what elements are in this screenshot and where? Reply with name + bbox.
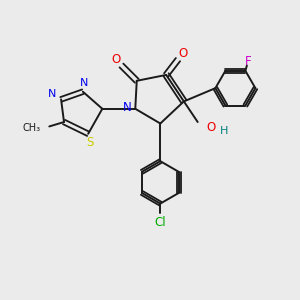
Text: O: O	[112, 52, 121, 65]
Text: N: N	[123, 101, 131, 114]
Text: N: N	[80, 79, 88, 88]
Text: O: O	[206, 121, 215, 134]
Text: H: H	[220, 126, 228, 136]
Text: O: O	[178, 46, 188, 60]
Text: Cl: Cl	[154, 216, 166, 229]
Text: CH₃: CH₃	[22, 123, 40, 133]
Text: S: S	[86, 136, 93, 149]
Text: F: F	[244, 55, 251, 68]
Text: N: N	[48, 89, 56, 99]
